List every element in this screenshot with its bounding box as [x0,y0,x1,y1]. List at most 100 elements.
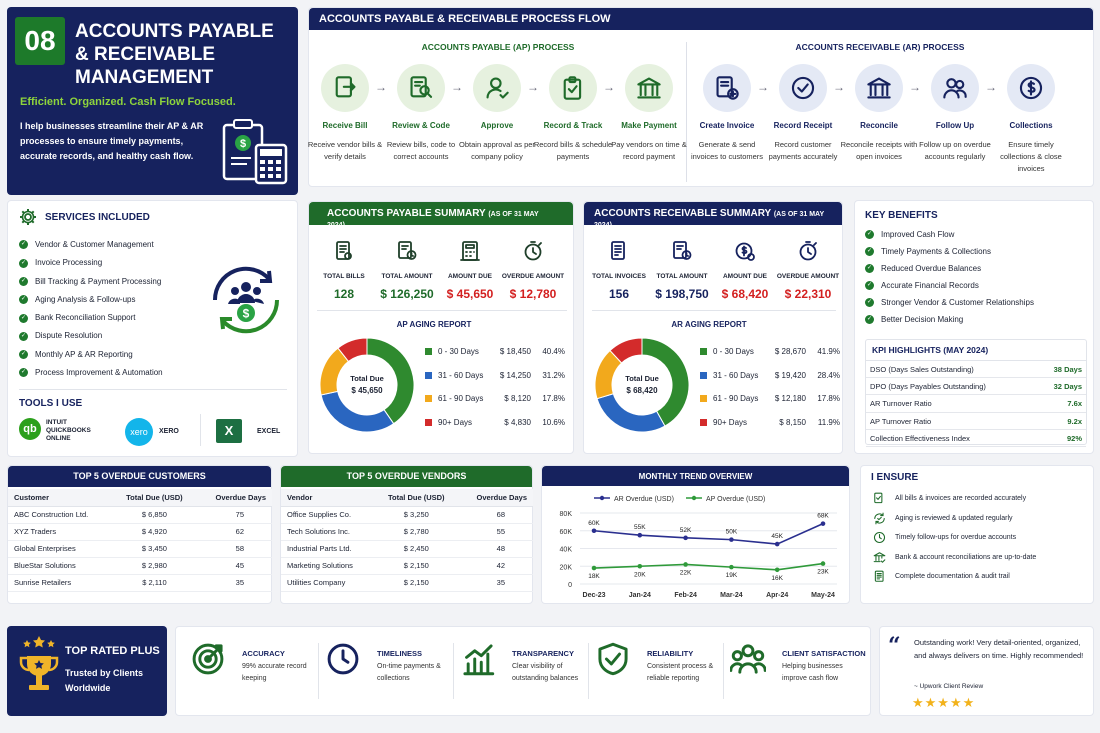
ap-kpi-value: $ 126,250 [380,287,434,301]
users-icon [942,75,968,101]
ap-arrow-icon: → [527,80,539,94]
tools-title: TOOLS I USE [19,398,83,409]
benefit-item: ✓ Reduced Overdue Balances [865,260,1085,277]
ar-kpi-value: 156 [608,287,630,301]
legend-swatch [425,418,432,426]
ap-kpi-divider [317,310,567,311]
top-vendors-panel: TOP 5 OVERDUE VENDORS Vendor Total Due (U… [280,465,533,604]
ar-step-4-circle [931,64,979,112]
ap-step-3-title: Approve [480,121,514,130]
ar-aging-pct: 41.9% [817,347,840,356]
ap-step-4-title: Record & Track [543,121,603,130]
legend-swatch [700,395,707,403]
quality-divider [588,643,589,699]
ar-aging-amount: $ 8,150 [779,417,806,427]
aging-bucket: 90+ Days [438,417,473,427]
ap-aging-pct: 40.4% [542,347,565,356]
quality-divider [453,643,454,699]
y-tick-label: 0 [568,582,572,589]
data-point [729,537,734,542]
y-tick-label: 60K [560,529,573,536]
cash-cycle-icon: $ [203,257,289,348]
ar-step-4-title: Follow Up [935,121,975,130]
calculator-icon [459,240,481,262]
ap-step-1-title: Receive Bill [322,121,368,130]
table-cell: $ 2,150 [374,557,458,575]
kpi-row: Collection Effectiveness Index 92% [866,430,1086,447]
ap-aging-row: 31 - 60 Days [425,369,565,383]
aging-bucket: 0 - 30 Days [713,347,754,356]
ap-aging-pct: 10.6% [542,417,565,427]
check-icon: ✓ [865,298,874,308]
ap-kpi-label: AMOUNT DUE [447,273,493,280]
ar-arrow-icon: → [757,80,769,94]
data-point [820,521,826,526]
ap-step-5-desc: Pay vendors on time & record payment [611,140,687,161]
table-cell: 35 [457,574,533,592]
ap-aging-pct: 17.8% [542,394,565,403]
ar-aging-row: 61 - 90 Days [700,392,840,406]
ar-step-3-circle [855,64,903,112]
top-vendors-title: TOP 5 OVERDUE VENDORS [281,466,532,487]
ar-process-title: ACCOUNTS RECEIVABLE (AR) PROCESS [795,42,965,52]
table-row: ABC Construction Ltd. $ 6,850 75 [8,506,272,524]
benefit-item-label: Reduced Overdue Balances [881,264,982,273]
kpi-label: AP Turnover Ratio [870,416,932,426]
data-label: 16K [771,575,783,582]
ap-arrow-icon: → [451,80,463,94]
clipboard-check-icon [560,75,586,101]
service-item: ✓ Bill Tracking & Payment Processing [19,273,199,291]
ap-step-2-desc: Review bills, code to correct accounts [386,140,456,161]
legend-swatch [425,371,432,379]
kpi-value: 92% [1066,433,1082,443]
ar-step-5-desc: Ensure timely collections & close invoic… [1000,140,1062,173]
svg-text:$: $ [240,138,246,150]
table-header-row: Customer Total Due (USD) Overdue Days [8,489,272,507]
legend-swatch [700,371,707,379]
legend-swatch [425,348,432,356]
table-cell: $ 3,450 [112,540,197,558]
ensure-item-label: Complete documentation & audit trail [895,573,1010,581]
bill-in-icon [332,75,358,101]
legend-swatch [700,418,707,426]
shield-check-icon [595,641,631,677]
ap-arrow-icon: → [603,80,615,94]
kpi-row: DPO (Days Payables Outstanding) 32 Days [866,378,1086,396]
rating-stars: ★★★★★ [912,695,976,710]
section-number: 08 [15,17,65,65]
kpi-value: 9.2x [1067,416,1082,426]
ar-step-5-circle [1007,64,1055,112]
ap-step-1-desc: Receive vendor bills & verify details [307,140,383,161]
ap-total-due-label: Total Due [350,374,384,383]
ap-aging-row: 0 - 30 Days [425,345,565,359]
ar-aging-donut [594,337,690,433]
ap-step-1-circle [321,64,369,112]
ar-aging-title: AR AGING REPORT [671,320,747,329]
ensure-item: Timely follow-ups for overdue accounts [873,528,1091,548]
service-item-label: Monthly AP & AR Reporting [35,349,133,359]
ap-kpi-value: $ 45,650 [446,287,494,301]
services-list: ✓ Vendor & Customer Management ✓ Invoice Pr… [19,236,199,382]
process-divider [686,42,687,182]
ar-arrow-icon: → [985,80,997,94]
data-point [591,565,597,571]
refresh-check-icon [873,512,886,525]
table-cell: 68 [457,506,533,524]
check-icon: ✓ [19,240,28,250]
table-row: Industrial Parts Ltd. $ 2,450 48 [281,540,533,558]
ap-summary-asof: (AS OF 31 MAY 2024) [327,211,539,229]
benefit-item-label: Better Decision Making [881,315,964,324]
table-cell: 48 [457,540,533,558]
ensure-panel: I ENSURE All bills & invoices are record… [860,465,1094,604]
services-title: SERVICES INCLUDED [45,212,150,223]
ensure-item: Aging is reviewed & updated regularly [873,509,1091,529]
ap-step-3-desc: Obtain approval as per company policy [459,140,535,161]
ar-aging-amount: $ 19,420 [774,370,806,380]
y-tick-label: 80K [560,511,573,518]
ap-kpi-label: TOTAL BILLS [323,273,365,280]
group-icon [730,641,766,677]
tools-separator [200,414,201,446]
ap-total-due-value: $ 45,650 [351,386,383,395]
hero-description: I help businesses streamline their AP & … [20,121,204,161]
user-check-icon [484,75,510,101]
